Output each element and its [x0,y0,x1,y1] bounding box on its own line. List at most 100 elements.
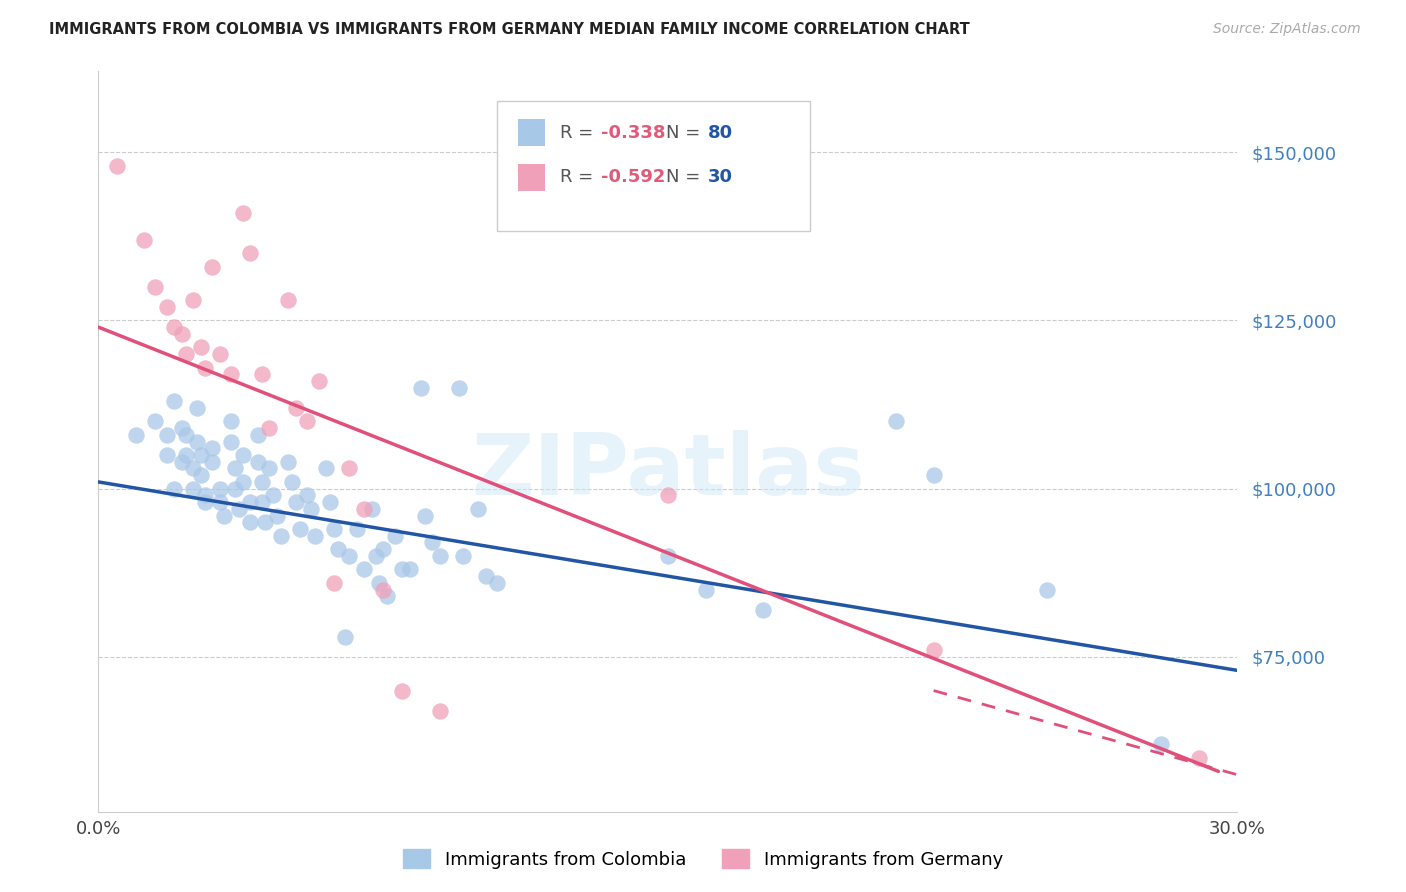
Point [170,326,193,341]
Point [212,508,235,523]
Point [194,495,217,509]
Point [145,414,167,428]
Point [183,461,205,475]
Point [451,549,474,563]
Point [107,159,129,173]
Point [360,501,382,516]
Point [297,488,319,502]
Point [413,508,436,523]
Point [239,495,262,509]
Point [277,293,299,308]
Point [284,495,307,509]
Text: R =: R = [560,169,599,186]
Point [695,582,717,597]
Point [224,482,246,496]
Point [250,368,273,382]
Point [922,643,945,657]
Point [922,468,945,483]
Point [132,233,155,247]
Point [657,488,679,502]
Point [246,455,269,469]
Point [364,549,387,563]
Point [284,401,307,415]
Point [239,246,262,260]
Point [429,704,451,718]
FancyBboxPatch shape [517,120,546,146]
Point [368,575,391,590]
Point [125,427,148,442]
Point [335,630,357,644]
Point [156,448,179,462]
Point [429,549,451,563]
Point [228,501,250,516]
Point [319,495,342,509]
Point [190,468,212,483]
Point [449,381,471,395]
Text: 30: 30 [707,169,733,186]
Point [221,368,243,382]
FancyBboxPatch shape [517,164,546,191]
Point [277,455,299,469]
Point [174,448,197,462]
Point [190,448,212,462]
Point [174,427,197,442]
Point [232,448,254,462]
Point [232,205,254,219]
Point [221,414,243,428]
Point [254,516,277,530]
Point [371,582,394,597]
Point [308,374,330,388]
Point [657,549,679,563]
Point [186,401,208,415]
Point [156,300,179,314]
Point [391,562,413,576]
Point [315,461,337,475]
Point [288,522,311,536]
Point [266,508,288,523]
Point [474,569,496,583]
Point [194,360,217,375]
Point [371,542,394,557]
Point [208,482,231,496]
Point [201,455,224,469]
Text: IMMIGRANTS FROM COLOMBIA VS IMMIGRANTS FROM GERMANY MEDIAN FAMILY INCOME CORRELA: IMMIGRANTS FROM COLOMBIA VS IMMIGRANTS F… [49,22,970,37]
Point [170,421,193,435]
Point [375,590,398,604]
Point [398,562,420,576]
Point [186,434,208,449]
Point [208,495,231,509]
Point [163,482,186,496]
Point [1036,582,1059,597]
Text: N =: N = [665,169,706,186]
Legend: Immigrants from Colombia, Immigrants from Germany: Immigrants from Colombia, Immigrants fro… [396,842,1010,876]
Point [346,522,368,536]
Point [262,488,284,502]
Point [304,529,326,543]
Point [337,549,360,563]
Point [353,501,375,516]
Text: R =: R = [560,124,599,142]
Point [163,394,186,409]
Text: ZIPatlas: ZIPatlas [471,430,865,513]
Point [322,575,344,590]
Point [384,529,406,543]
FancyBboxPatch shape [498,101,810,230]
Text: Source: ZipAtlas.com: Source: ZipAtlas.com [1213,22,1361,37]
Point [353,562,375,576]
Text: -0.592: -0.592 [600,169,665,186]
Point [1188,751,1211,765]
Point [322,522,344,536]
Point [1150,738,1173,752]
Point [201,442,224,456]
Text: N =: N = [665,124,706,142]
Point [467,501,489,516]
Point [239,516,262,530]
Text: -0.338: -0.338 [600,124,665,142]
Point [201,260,224,274]
Point [297,414,319,428]
Point [163,320,186,334]
Point [232,475,254,489]
Point [194,488,217,502]
Point [391,683,413,698]
Point [259,461,281,475]
